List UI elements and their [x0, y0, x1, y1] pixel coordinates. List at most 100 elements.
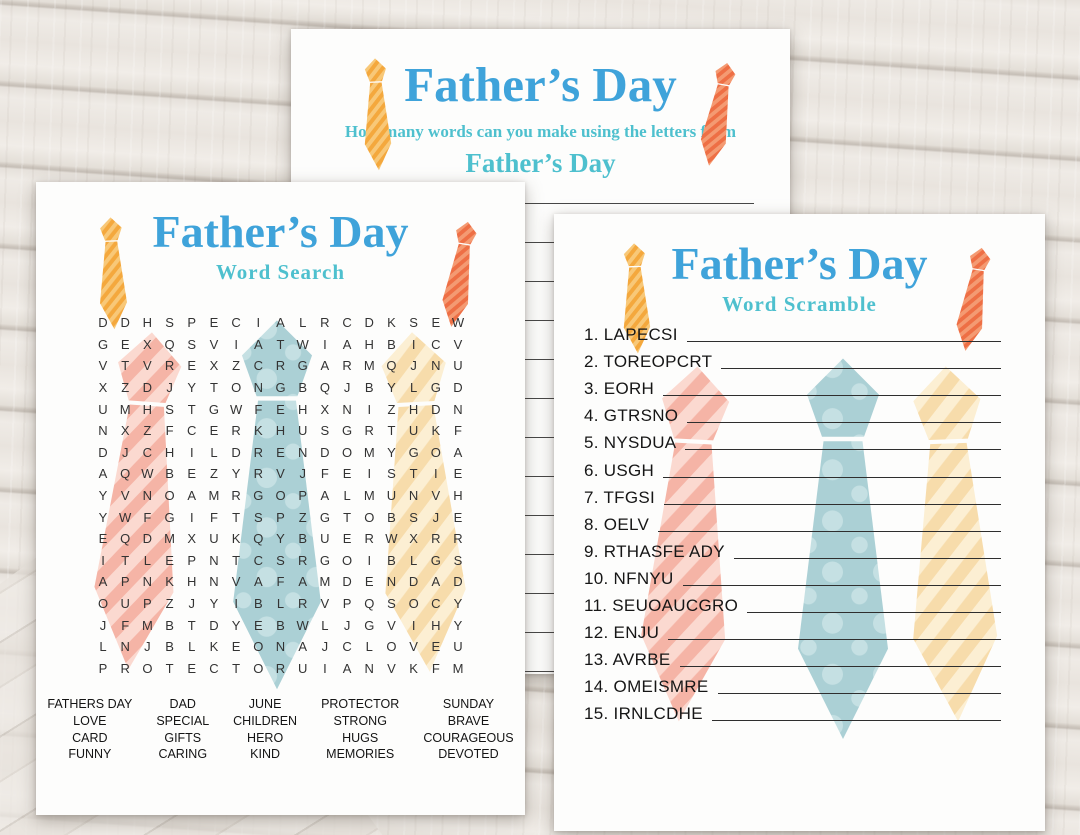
grid-letter: R: [364, 531, 374, 547]
grid-letter: Q: [253, 531, 264, 547]
grid-letter: S: [276, 552, 285, 568]
grid-letter: U: [209, 531, 219, 547]
grid-letter: T: [187, 617, 196, 633]
grid-letter: O: [97, 596, 109, 612]
grid-letter: S: [409, 509, 418, 525]
grid-letter: E: [342, 531, 352, 547]
grid-letter: K: [165, 574, 174, 590]
grid-letter: U: [453, 639, 463, 655]
answer-line: [717, 693, 1001, 695]
grid-letter: J: [99, 617, 107, 633]
grid-letter: G: [319, 509, 330, 525]
grid-letter: S: [320, 423, 330, 439]
grid-letter: O: [253, 639, 264, 655]
grid-letter: I: [323, 660, 327, 676]
scramble-item: 14. OMEISMRE: [584, 670, 1001, 697]
word-list-item: GIFTS: [164, 730, 202, 745]
word-list-item: HUGS: [342, 730, 379, 745]
grid-letter: T: [343, 509, 352, 525]
grid-letter: Y: [209, 596, 219, 612]
grid-letter: E: [209, 423, 219, 439]
grid-letter: U: [98, 401, 108, 417]
page-subtitle: Word Search: [215, 260, 346, 285]
grid-letter: H: [142, 315, 153, 331]
grid-letter: D: [320, 444, 330, 460]
grid-letter: M: [452, 660, 464, 676]
grid-letter: N: [364, 660, 374, 676]
grid-letter: A: [320, 488, 330, 504]
grid-letter: G: [408, 444, 419, 460]
grid-letter: C: [342, 639, 352, 655]
grid-letter: D: [98, 315, 108, 331]
word-list-item: DEVOTED: [438, 747, 499, 762]
grid-letter: J: [343, 380, 351, 396]
subject-title: Father’s Day: [465, 148, 616, 179]
writing-lines: [327, 165, 754, 672]
scramble-item: 11. SEUOAUCGRO: [584, 589, 1001, 616]
word-list-item: SPECIAL: [156, 713, 210, 728]
grid-letter: V: [453, 336, 463, 352]
grid-letter: O: [231, 380, 242, 396]
grid-letter: Z: [165, 596, 174, 612]
grid-letter: R: [231, 423, 241, 439]
grid-letter: Q: [164, 336, 175, 352]
grid-letter: V: [387, 617, 396, 633]
grid-letter: J: [432, 509, 440, 525]
grid-letter: O: [275, 488, 286, 504]
grid-letter: Y: [453, 617, 463, 633]
writing-line: [327, 477, 754, 516]
scramble-item: 12. ENJU: [584, 616, 1001, 643]
grid-letter: S: [165, 315, 174, 331]
grid-letter: B: [387, 509, 396, 525]
grid-letter: Y: [98, 488, 108, 504]
word-list-item: KIND: [250, 747, 281, 762]
grid-letter: F: [121, 617, 130, 633]
grid-letter: L: [276, 596, 285, 612]
grid-letter: A: [276, 315, 285, 331]
grid-letter: I: [189, 444, 194, 460]
grid-letter: G: [364, 617, 375, 633]
grid-letter: S: [165, 401, 174, 417]
scramble-text: 4. GTRSNO: [584, 406, 679, 426]
grid-letter: C: [187, 423, 197, 439]
word-list-item: STRONG: [333, 713, 387, 728]
scramble-item: 10. NFNYU: [584, 562, 1001, 589]
grid-letter: O: [342, 444, 353, 460]
grid-letter: R: [275, 358, 286, 374]
writing-line: [327, 360, 754, 399]
grid-letter: P: [342, 596, 352, 612]
word-list-item: JUNE: [248, 697, 282, 711]
grid-letter: D: [142, 531, 153, 547]
grid-letter: J: [121, 444, 129, 460]
grid-letter: C: [253, 358, 263, 374]
writing-line: [327, 594, 754, 633]
grid-letter: H: [453, 488, 463, 504]
grid-letter: M: [363, 358, 375, 374]
grid-letter: I: [434, 466, 438, 482]
grid-letter: Q: [120, 466, 131, 482]
grid-letter: R: [431, 531, 441, 547]
grid-letter: V: [143, 358, 152, 374]
answer-line: [679, 666, 1001, 668]
grid-letter: N: [297, 444, 308, 460]
grid-letter: E: [187, 466, 197, 482]
grid-letter: A: [342, 336, 352, 352]
answer-line: [687, 422, 1001, 424]
grid-letter: A: [98, 466, 108, 482]
grid-letter: T: [187, 401, 196, 417]
scramble-text: 6. USGH: [584, 460, 655, 480]
word-list-column: SUNDAY BRAVE COURAGEOUS DEVOTED: [423, 696, 513, 763]
red-tie-icon: [688, 58, 748, 172]
grid-letter: D: [142, 380, 153, 396]
answer-line: [663, 476, 1001, 478]
grid-letter: R: [297, 596, 308, 612]
grid-letter: Y: [453, 596, 463, 612]
word-list: FATHERS DAY LOVE CARD FUNNY DAD SPECIAL GIFTS C…: [36, 696, 525, 763]
page-title: Father’s Day: [152, 206, 409, 257]
scramble-item: 8. OELV: [584, 508, 1001, 535]
grid-letter: A: [320, 358, 330, 374]
